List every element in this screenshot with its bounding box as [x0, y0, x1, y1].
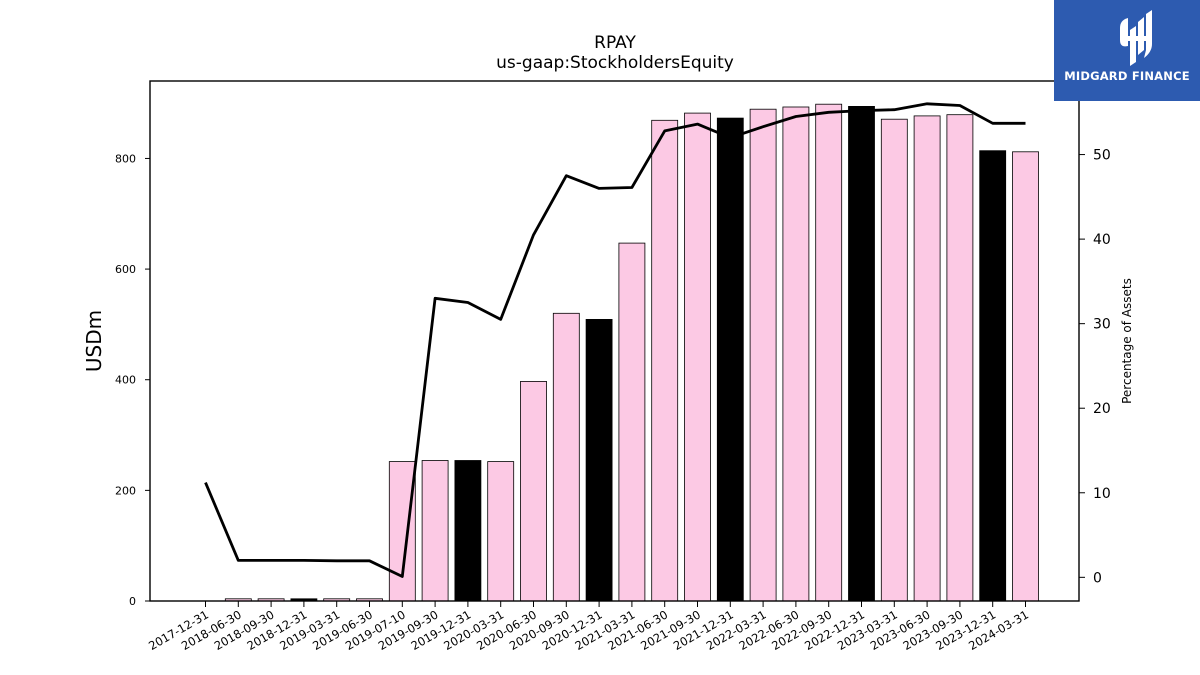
y-tick-label: 0 [129, 595, 136, 608]
chart-title: RPAY [594, 33, 636, 53]
brand-logo: MIDGARD FINANCE [1054, 0, 1200, 101]
y2-tick-label: 10 [1093, 486, 1111, 502]
bar [520, 380, 547, 602]
plot-frame [149, 80, 1080, 602]
bar [979, 150, 1007, 602]
y-tick-label: 200 [115, 484, 136, 497]
bar [1012, 151, 1039, 602]
y2-tick-label: 20 [1093, 401, 1111, 417]
chart-subtitle: us-gaap:StockholdersEquity [496, 53, 734, 73]
bar [815, 103, 843, 602]
bar [552, 312, 580, 602]
bar [946, 114, 974, 602]
bar [749, 108, 777, 602]
series-line [204, 102, 1026, 578]
bar [880, 118, 908, 602]
y2-tick-label: 40 [1093, 232, 1111, 248]
bar [585, 318, 613, 602]
y2-tick-label: 50 [1093, 148, 1111, 164]
logo-mark-icon [1120, 10, 1152, 66]
y-tick-label: 800 [115, 152, 136, 165]
bar [454, 460, 482, 602]
bar [487, 461, 515, 602]
y2-tick-label: 0 [1093, 570, 1102, 586]
bar [684, 112, 711, 602]
y2-tick-label: 30 [1093, 317, 1111, 333]
bar [421, 460, 449, 602]
y-tick-label: 600 [115, 263, 136, 276]
y-axis-label: USDm [82, 310, 106, 372]
y2-axis-label: Percentage of Assets [1120, 278, 1134, 404]
bar [651, 119, 679, 602]
bar [618, 242, 646, 602]
logo-text: MIDGARD FINANCE [1064, 69, 1190, 83]
bar [388, 461, 416, 602]
bar [848, 106, 875, 602]
bar [716, 117, 744, 602]
bar [782, 106, 810, 602]
y-tick-label: 400 [115, 374, 136, 387]
bar [913, 115, 941, 602]
